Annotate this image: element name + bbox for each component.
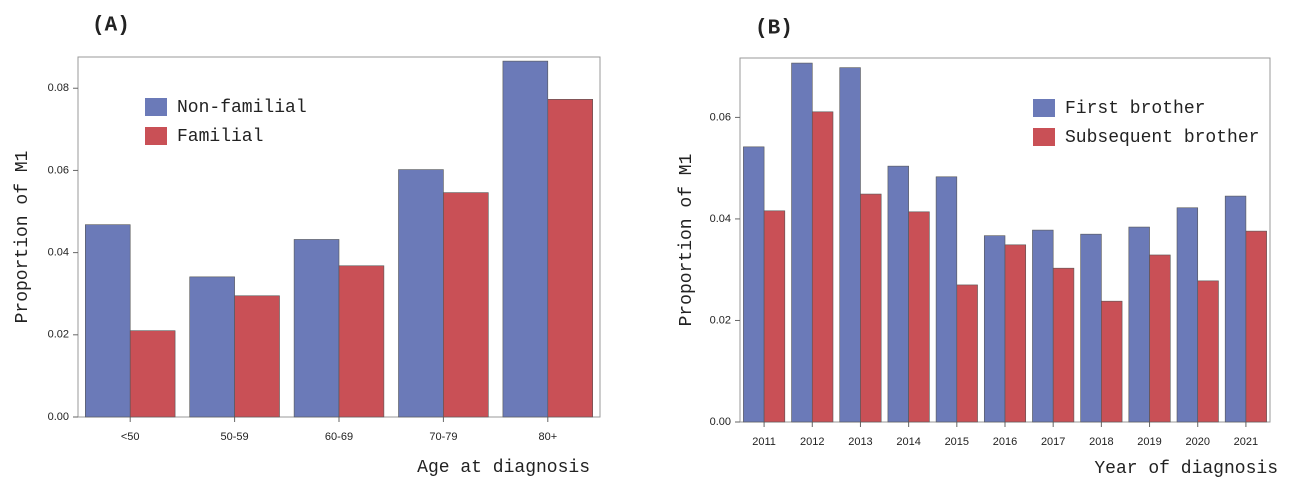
- bar: [1224, 195, 1247, 423]
- x-tick-label: 60-69: [325, 431, 353, 443]
- x-tick-label: 2018: [1089, 436, 1113, 448]
- y-axis-label: Proportion of M1: [677, 154, 697, 327]
- y-tick-label: 0.02: [48, 329, 69, 341]
- y-tick-label: 0.00: [710, 416, 731, 428]
- bar: [935, 176, 958, 423]
- x-tick-label: 2017: [1041, 436, 1065, 448]
- bar: [85, 224, 131, 418]
- x-tick-label: <50: [121, 431, 140, 443]
- y-tick-label: 0.04: [710, 213, 731, 225]
- legend-label: Non-familial: [177, 98, 307, 118]
- x-axis-label: Age at diagnosis: [417, 458, 590, 478]
- y-axis-label: Proportion of M1: [13, 151, 33, 324]
- bar: [743, 146, 765, 423]
- legend-label: Familial: [177, 127, 263, 147]
- x-tick-label: 2013: [848, 436, 872, 448]
- bar: [887, 165, 909, 423]
- legend-label: Subsequent brother: [1065, 128, 1259, 148]
- bar: [1245, 230, 1267, 423]
- bar: [502, 60, 549, 418]
- bar: [1101, 300, 1123, 423]
- legend-swatch: [1033, 128, 1055, 146]
- x-tick-label: 2014: [896, 436, 920, 448]
- bar: [1176, 207, 1199, 423]
- y-tick-label: 0.02: [710, 314, 731, 326]
- x-tick-label: 2019: [1137, 436, 1161, 448]
- bar: [189, 276, 235, 418]
- y-tick-label: 0.04: [48, 247, 69, 259]
- bar: [956, 284, 978, 423]
- bar: [129, 330, 176, 418]
- x-tick-label: 2011: [752, 436, 776, 448]
- bar: [791, 62, 813, 423]
- bar: [398, 169, 444, 418]
- legend-swatch: [1033, 99, 1055, 117]
- x-axis-label: Year of diagnosis: [1094, 459, 1278, 478]
- bar: [547, 99, 593, 418]
- x-tick-label: 2015: [945, 436, 969, 448]
- panel-label: (B): [755, 18, 793, 41]
- bar: [763, 210, 786, 423]
- legend-swatch: [145, 127, 167, 145]
- x-tick-label: 50-59: [221, 431, 249, 443]
- y-tick-label: 0.00: [48, 411, 69, 423]
- x-tick-label: 2012: [800, 436, 824, 448]
- bar: [860, 193, 882, 423]
- bar: [1052, 267, 1075, 423]
- bar: [1004, 244, 1027, 423]
- bar: [908, 211, 930, 423]
- bar: [234, 295, 280, 418]
- bar: [1032, 229, 1054, 423]
- x-tick-label: 2016: [993, 436, 1017, 448]
- y-tick-label: 0.06: [48, 164, 69, 176]
- bar: [839, 67, 861, 423]
- bar: [811, 111, 834, 423]
- panel-label: (A): [92, 15, 130, 38]
- x-tick-label: 2020: [1185, 436, 1209, 448]
- bar: [1197, 280, 1219, 423]
- bar: [338, 265, 385, 418]
- x-tick-label: 80+: [538, 431, 557, 443]
- bar: [1080, 233, 1102, 423]
- x-tick-label: 70-79: [429, 431, 457, 443]
- x-tick-label: 2021: [1234, 436, 1258, 448]
- bar: [1128, 226, 1150, 423]
- y-tick-label: 0.06: [710, 111, 731, 123]
- bar: [443, 192, 489, 418]
- bar: [1149, 254, 1171, 423]
- legend-label: First brother: [1065, 99, 1205, 119]
- legend-swatch: [145, 98, 167, 116]
- y-tick-label: 0.08: [48, 82, 69, 94]
- bar: [983, 235, 1006, 423]
- bar: [293, 239, 340, 418]
